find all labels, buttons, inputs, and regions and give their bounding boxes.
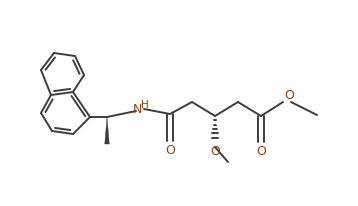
Text: H: H — [141, 99, 149, 109]
Text: O: O — [165, 143, 175, 156]
Text: O: O — [210, 144, 220, 157]
Text: O: O — [284, 89, 294, 102]
Text: O: O — [256, 144, 266, 157]
Polygon shape — [105, 117, 109, 144]
Text: N: N — [132, 103, 142, 116]
